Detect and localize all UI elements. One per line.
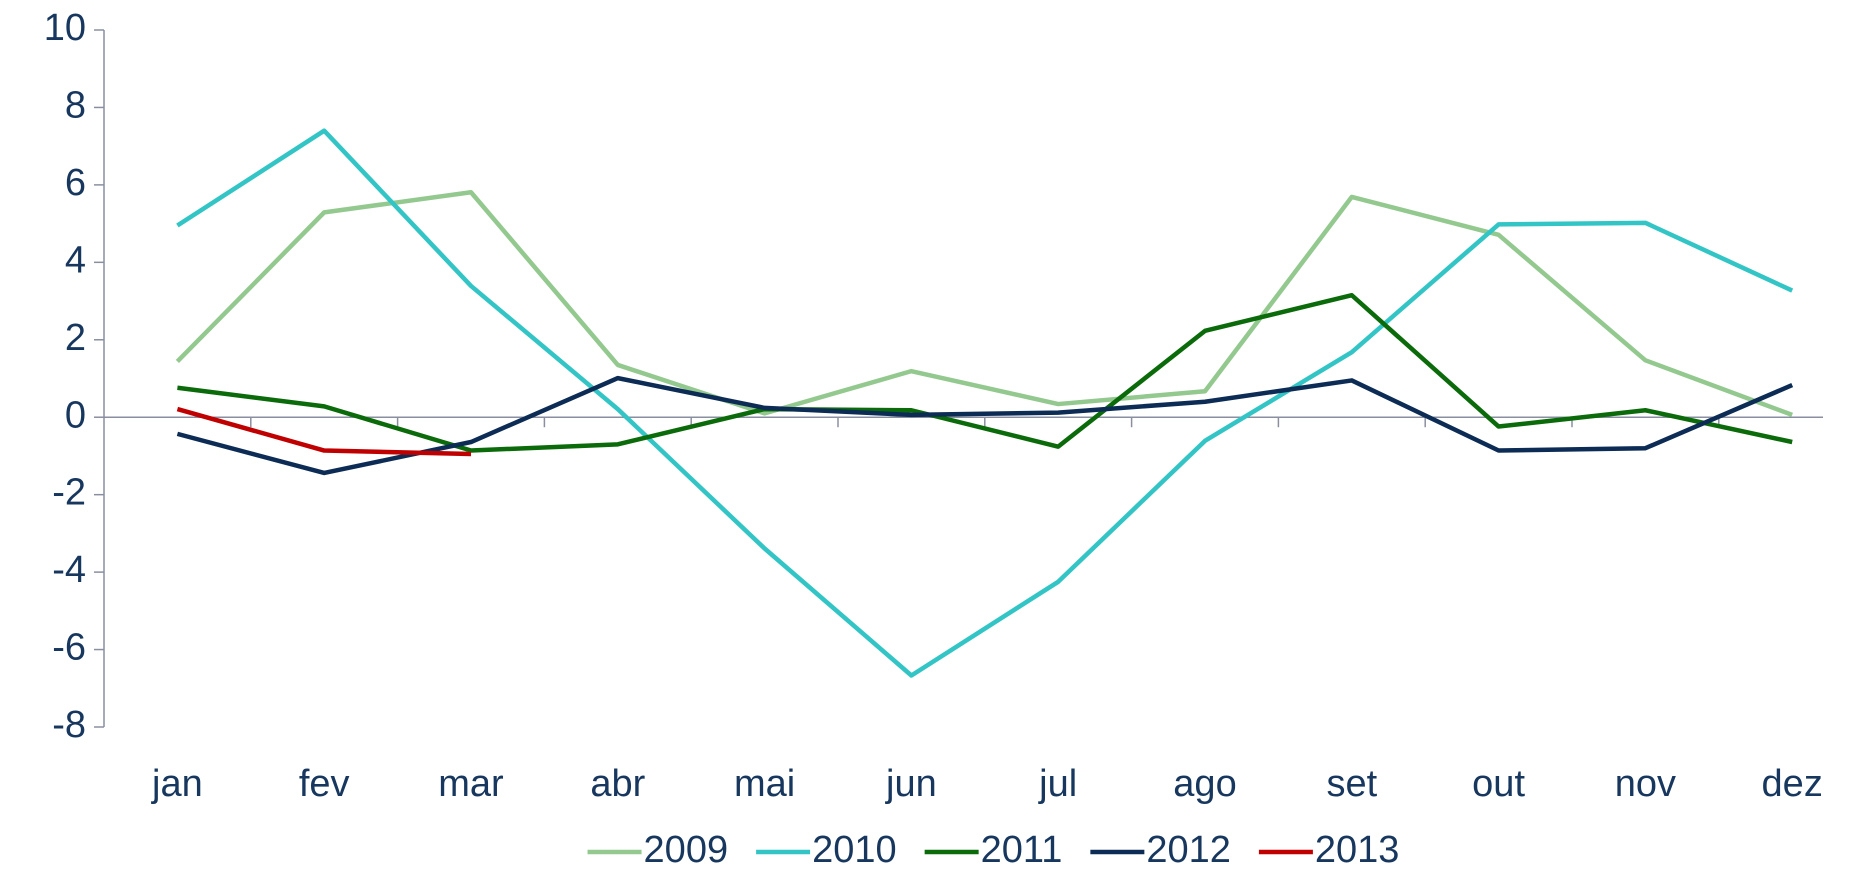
x-tick-label: fev [299,763,350,805]
y-tick-label: -8 [52,704,86,746]
y-tick-label: 2 [65,317,86,359]
x-tick-label: mar [438,763,504,805]
series-line [176,375,1794,476]
y-tick-label: -2 [52,472,86,514]
y-tick-label: -6 [52,627,86,669]
legend-label: 2009 [644,829,729,871]
x-tick-label: set [1326,763,1377,805]
x-tick-label: out [1472,763,1525,805]
y-tick-label: 8 [65,84,86,126]
series-line [176,128,1794,678]
series-line [176,406,472,457]
x-tick-label: dez [1762,763,1823,805]
legend: 2009 2010 2011 2012 2013 [587,829,1400,871]
x-tick-label: abr [590,763,645,805]
x-tick-label: ago [1173,763,1236,805]
x-tick-label: jul [1038,763,1077,805]
x-tick-label: mai [734,763,795,805]
x-tick-label: jan [151,763,203,805]
legend-label: 2010 [812,829,897,871]
y-tick-label: -4 [52,549,86,591]
x-tick-label: nov [1615,763,1676,805]
x-tick-label: jun [885,763,937,805]
legend-label: 2012 [1146,829,1231,871]
y-tick-label: 0 [65,394,86,436]
y-tick-label: 4 [65,239,86,281]
series-line [177,292,1793,453]
legend-label: 2011 [981,829,1063,871]
legend-label: 2013 [1315,829,1400,871]
y-tick-label: 6 [65,162,86,204]
series-line [175,189,1793,418]
y-tick-label: 10 [44,7,86,49]
